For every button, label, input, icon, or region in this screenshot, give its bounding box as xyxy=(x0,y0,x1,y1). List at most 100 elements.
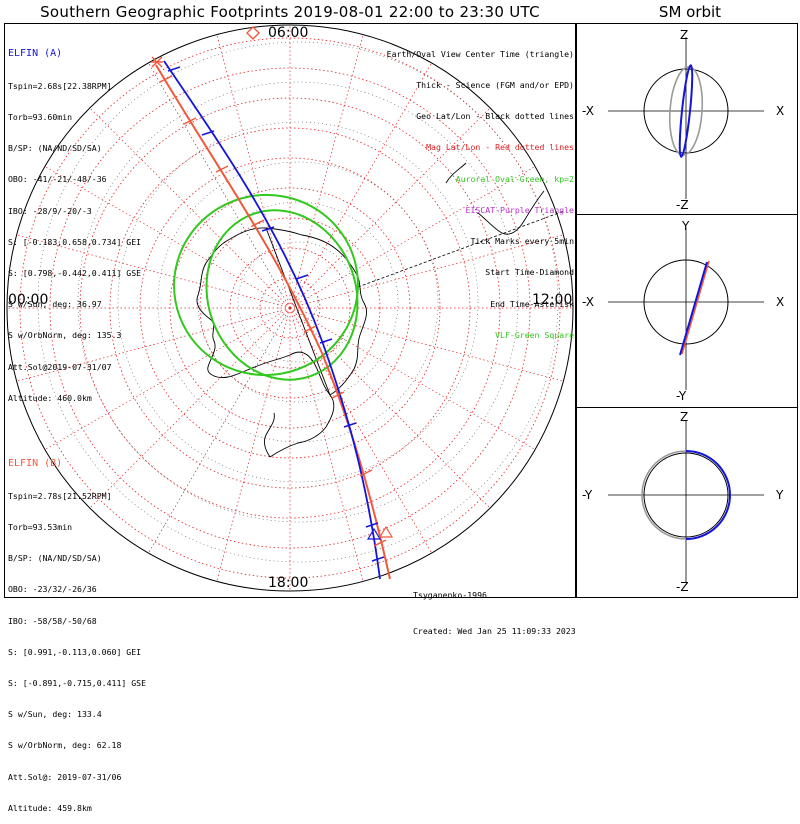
lon-line xyxy=(216,34,291,309)
elfin-b-center-triangle xyxy=(378,525,394,538)
elfin-b-line: Torb=93.53min xyxy=(8,521,73,532)
sm1-left: -X xyxy=(582,104,594,118)
elfin-b-tick xyxy=(331,391,345,399)
antarctica-outline xyxy=(196,227,367,458)
elfin-a-line: Altitude: 460.0km xyxy=(8,392,92,403)
landmass-fragment-1 xyxy=(477,190,545,235)
credit-created: Created: Wed Jan 25 11:09:33 2023 xyxy=(413,626,576,636)
lon-line xyxy=(289,307,432,554)
elfin-a-tick xyxy=(365,522,379,528)
sm-orbit-yz: Z -Z -Y Y xyxy=(582,410,784,594)
map-legend: Earth/Oval View Center Time (triangle) T… xyxy=(387,28,574,351)
elfin-b-tick xyxy=(373,539,387,547)
elfin-a-line: S: [-0.183,0.658,0.734] GEI xyxy=(8,236,142,247)
elfin-a-line: Att.Sol@2019-07-31/07 xyxy=(8,361,112,372)
satellite-tracks xyxy=(151,26,394,580)
page-title: Southern Geographic Footprints 2019-08-0… xyxy=(40,3,540,21)
geo-lat-circle xyxy=(197,201,399,403)
geo-lat-circle xyxy=(37,41,559,563)
mlt-label-bottom: 18:00 xyxy=(268,575,309,591)
elfin-b-info: ELFIN (B) Tspin=2.78s[21.52RPM] Torb=93.… xyxy=(8,437,146,824)
elfin-b-line: S w/OrbNorm, deg: 62.18 xyxy=(8,740,122,751)
polar-footprint-map xyxy=(6,24,574,592)
sm1-top: Z xyxy=(680,28,688,42)
lon-line xyxy=(44,307,291,450)
legend-item: EISCAT-Purple Triangle xyxy=(465,204,574,215)
elfin-a-tick xyxy=(261,226,275,232)
elfin-b-line: S: [-0.891,-0.715,0.411] GSE xyxy=(8,677,147,688)
elfin-a-tick xyxy=(167,66,181,72)
orbit-a xyxy=(679,261,708,356)
elfin-b-line: Tspin=2.78s[21.52RPM] xyxy=(8,490,112,501)
mlt-label-left: 00:00 xyxy=(8,292,49,308)
landmass-fragment-2 xyxy=(445,162,467,184)
lat-lon-grid xyxy=(7,25,573,591)
sm1-bottom: -Z xyxy=(676,198,689,212)
earth-circle xyxy=(643,452,729,538)
elfin-b-line: OBO: -23/32/-26/36 xyxy=(8,584,97,595)
legend-item: Tick Marks every 5min xyxy=(470,236,574,247)
lon-line xyxy=(89,107,291,309)
lon-line xyxy=(289,307,491,509)
elfin-b-line: S w/Sun, deg: 133.4 xyxy=(8,709,102,720)
sm-orbit-title: SM orbit xyxy=(658,3,722,21)
elfin-b-tick xyxy=(183,117,197,125)
sm2-right: X xyxy=(776,295,784,309)
earth-circle xyxy=(643,259,729,345)
sm3-bottom: -Z xyxy=(676,580,689,594)
elfin-a-tick xyxy=(343,422,357,428)
orbit-a xyxy=(678,64,694,158)
elfin-a-line: OBO: -41/-21/-48/-36 xyxy=(8,174,107,185)
lon-line xyxy=(148,62,291,309)
elfin-b-line: S: [0.991,-0.113,0.060] GEI xyxy=(8,646,142,657)
lon-line xyxy=(289,34,364,309)
auroral-oval-outer xyxy=(173,193,359,377)
lon-line xyxy=(16,234,291,309)
sm3-left: -Y xyxy=(582,488,593,502)
sm-orbit-xy: Y -Y -X X xyxy=(582,219,784,403)
credit-model: Tsyganenko-1996 xyxy=(413,590,487,600)
legend-item: Mag Lat/Lon - Red dotted lines xyxy=(426,142,574,153)
lon-line xyxy=(289,307,536,450)
elfin-b-tick xyxy=(359,469,373,477)
elfin-b-tick xyxy=(215,165,229,173)
lon-line xyxy=(289,62,432,309)
elfin-a-header: ELFIN (A) xyxy=(8,47,63,59)
geo-lat-circle xyxy=(157,161,439,443)
map-frame xyxy=(4,23,576,598)
terminator-line xyxy=(357,210,565,288)
earth-circle xyxy=(643,68,729,154)
elfin-b-tick xyxy=(303,325,317,333)
lat-circle xyxy=(199,217,381,399)
lon-line xyxy=(148,307,291,554)
sm-frame-3 xyxy=(576,407,798,598)
elfin-b-track xyxy=(155,64,391,580)
legend-item: VLF-Green Square xyxy=(495,329,574,340)
elfin-a-tick xyxy=(201,130,215,136)
legend-item: Geo Lat/Lon - Black dotted lines xyxy=(416,111,574,122)
lon-line xyxy=(16,307,291,382)
auroral-ovals xyxy=(173,193,359,381)
lon-line xyxy=(289,307,564,382)
elfin-b-line: Att.Sol@: 2019-07-31/06 xyxy=(8,771,122,782)
legend-item: Start Time-Diamond xyxy=(485,267,574,278)
sm2-left: -X xyxy=(582,295,594,309)
lat-circle xyxy=(19,37,561,579)
elfin-a-line: IBO: -28/9/-20/-3 xyxy=(8,205,92,216)
sm3-right: Y xyxy=(775,488,784,502)
legend-item: End Time-Asterisk xyxy=(490,298,574,309)
elfin-b-line: IBO: -58/58/-50/68 xyxy=(8,615,97,626)
orbit-a xyxy=(685,450,731,540)
legend-item: Thick - Science (FGM and/or EPD) xyxy=(416,80,574,91)
elfin-a-line: Tspin=2.68s[22.38RPM] xyxy=(8,80,112,91)
legend-item: Earth/Oval View Center Time (triangle) xyxy=(386,48,574,59)
mlt-label-top: 06:00 xyxy=(268,25,309,41)
elfin-b-tick xyxy=(159,75,173,83)
lon-line xyxy=(89,307,291,509)
elfin-b-end-asterisk xyxy=(151,56,163,68)
geo-lat-circle xyxy=(277,281,319,323)
lon-line xyxy=(44,166,291,309)
elfin-a-center-triangle xyxy=(366,527,382,540)
elfin-a-line: B/SP: (NA/ND/SD/SA) xyxy=(8,143,102,154)
legend-item: Auroral Oval-Green, kp=2 xyxy=(455,173,574,184)
